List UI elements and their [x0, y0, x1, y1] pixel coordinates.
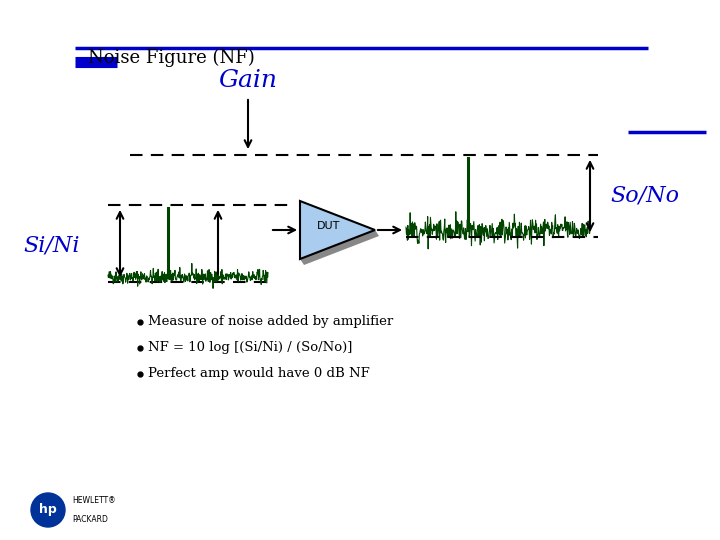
- Text: NF = 10 log [(Si/Ni) / (So/No)]: NF = 10 log [(Si/Ni) / (So/No)]: [148, 341, 352, 354]
- Text: PACKARD: PACKARD: [72, 515, 108, 524]
- Text: Si/Ni: Si/Ni: [24, 234, 80, 256]
- Polygon shape: [300, 201, 375, 259]
- Circle shape: [31, 493, 65, 527]
- Text: hp: hp: [39, 503, 57, 516]
- Text: Noise Figure (NF): Noise Figure (NF): [88, 49, 255, 67]
- Text: Gain: Gain: [218, 69, 277, 92]
- Polygon shape: [300, 230, 379, 265]
- Text: So/No: So/No: [610, 184, 679, 206]
- Text: Perfect amp would have 0 dB NF: Perfect amp would have 0 dB NF: [148, 368, 370, 381]
- Text: HEWLETT®: HEWLETT®: [72, 496, 116, 505]
- Text: DUT: DUT: [317, 221, 340, 231]
- Text: Measure of noise added by amplifier: Measure of noise added by amplifier: [148, 315, 393, 328]
